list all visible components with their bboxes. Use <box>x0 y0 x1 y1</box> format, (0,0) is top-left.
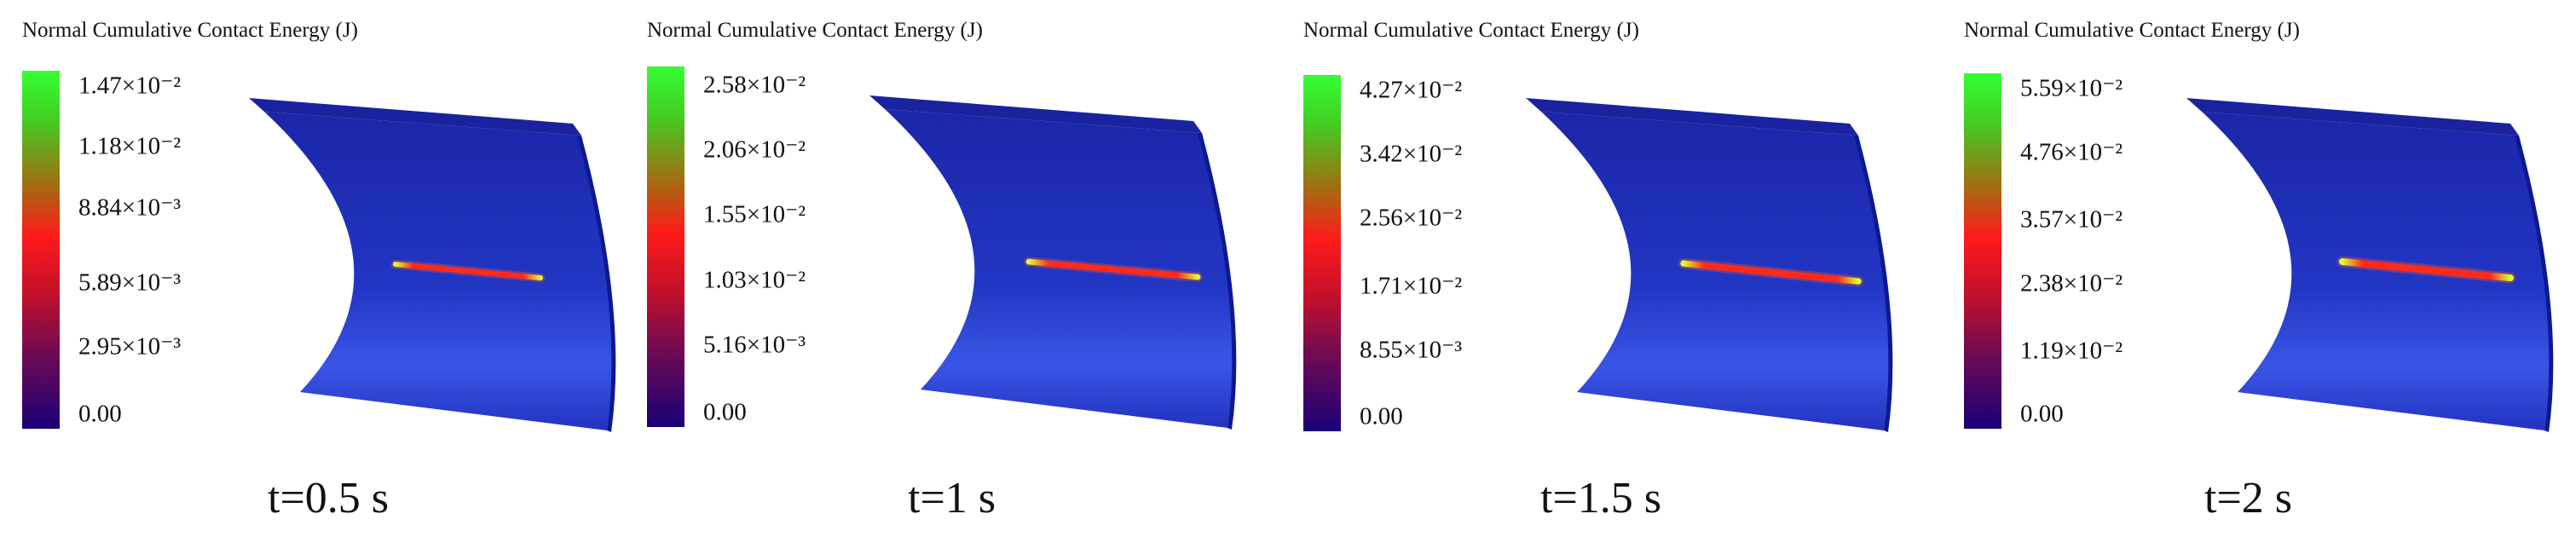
shell-surface <box>1541 112 1889 430</box>
tick-label: 1.71×10⁻² <box>1360 272 1463 300</box>
tick-label: 2.56×10⁻² <box>1360 204 1463 232</box>
curved-shell-part <box>1526 98 1893 432</box>
tick-label: 1.03×10⁻² <box>703 266 806 294</box>
time-label: t=1.5 s <box>1540 474 1662 522</box>
curved-shell-part <box>2186 98 2554 432</box>
colorbar <box>1964 73 2001 429</box>
tick-label: 2.58×10⁻² <box>703 71 806 99</box>
tick-label: 4.76×10⁻² <box>2020 138 2123 166</box>
colorbar-ticks: 4.27×10⁻² 3.42×10⁻² 2.56×10⁻² 1.71×10⁻² … <box>1360 75 1581 431</box>
tick-label: 4.27×10⁻² <box>1360 76 1463 104</box>
tick-label: 3.57×10⁻² <box>2020 205 2123 234</box>
contact-line <box>392 261 544 281</box>
colorbar-ticks: 2.58×10⁻² 2.06×10⁻² 1.55×10⁻² 1.03×10⁻² … <box>703 66 925 427</box>
shell-top-rim <box>2186 98 2519 136</box>
contact-line <box>1025 258 1201 280</box>
tick-label: 0.00 <box>2020 400 2064 428</box>
panel-1: Normal Cumulative Contact Energy (J) 1.4… <box>19 0 662 560</box>
colorbar <box>647 66 684 427</box>
colorbar-title: Normal Cumulative Contact Energy (J) <box>1964 19 2300 42</box>
shell-right-edge <box>1854 136 1893 432</box>
tick-label: 5.89×10⁻³ <box>78 268 182 297</box>
curved-shell-part <box>869 95 1237 430</box>
colorbar-title: Normal Cumulative Contact Energy (J) <box>647 19 983 42</box>
shell-top-rim <box>869 95 1202 133</box>
time-label: t=1 s <box>908 474 996 522</box>
colorbar-ticks: 1.47×10⁻² 1.18×10⁻² 8.84×10⁻³ 5.89×10⁻³ … <box>78 71 300 429</box>
contact-line <box>2339 258 2514 281</box>
tick-label: 5.59×10⁻² <box>2020 74 2123 102</box>
colorbar-ticks: 5.59×10⁻² 4.76×10⁻² 3.57×10⁻² 2.38×10⁻² … <box>2020 73 2242 429</box>
colorbar-title: Normal Cumulative Contact Energy (J) <box>1303 19 1639 42</box>
time-label: t=0.5 s <box>268 474 390 522</box>
shell-surface <box>264 112 612 430</box>
tick-label: 2.38×10⁻² <box>2020 269 2123 297</box>
tick-label: 8.55×10⁻³ <box>1360 336 1463 364</box>
shell-surface <box>2202 112 2550 430</box>
panel-2: Normal Cumulative Contact Energy (J) 2.5… <box>644 0 1287 560</box>
tick-label: 8.84×10⁻³ <box>78 193 182 222</box>
panel-4: Normal Cumulative Contact Energy (J) 5.5… <box>1961 0 2576 560</box>
tick-label: 1.47×10⁻² <box>78 72 182 100</box>
colorbar <box>1303 75 1341 431</box>
tick-label: 2.06×10⁻² <box>703 136 806 164</box>
tick-label: 1.18×10⁻² <box>78 132 182 160</box>
tick-label: 1.55×10⁻² <box>703 200 806 228</box>
shell-right-edge <box>1198 133 1237 430</box>
shell-top-rim <box>1526 98 1858 136</box>
shell-surface <box>885 109 1233 428</box>
contact-line <box>1680 260 1862 285</box>
tick-label: 5.16×10⁻³ <box>703 331 806 359</box>
colorbar <box>22 71 60 429</box>
tick-label: 2.95×10⁻³ <box>78 332 182 361</box>
panel-3: Normal Cumulative Contact Energy (J) 4.2… <box>1300 0 1944 560</box>
tick-label: 0.00 <box>703 398 747 426</box>
tick-label: 0.00 <box>78 400 122 428</box>
tick-label: 3.42×10⁻² <box>1360 140 1463 168</box>
curved-shell-part <box>249 98 616 432</box>
shell-right-edge <box>577 136 616 432</box>
time-label: t=2 s <box>2204 474 2293 522</box>
shell-top-rim <box>249 98 581 136</box>
tick-label: 0.00 <box>1360 402 1403 430</box>
colorbar-title: Normal Cumulative Contact Energy (J) <box>22 19 358 42</box>
tick-label: 1.19×10⁻² <box>2020 337 2123 365</box>
shell-right-edge <box>2515 136 2554 432</box>
